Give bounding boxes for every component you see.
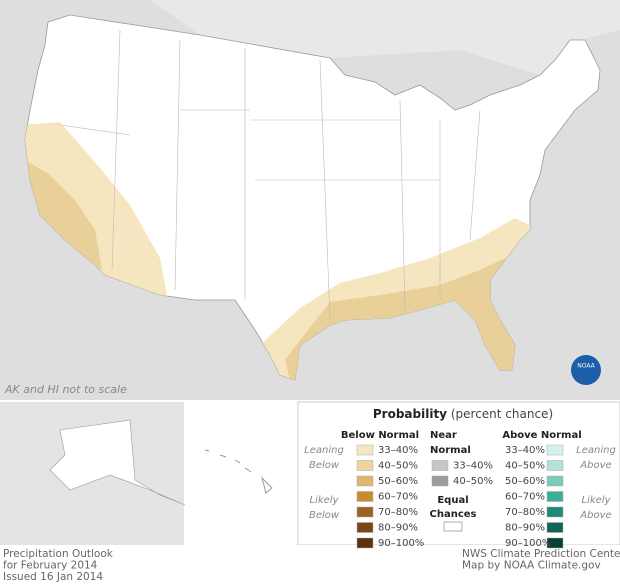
legend-heading: Probability (percent chance)	[373, 407, 553, 421]
footer-right: Map by NOAA Climate.gov	[462, 560, 601, 572]
swatch	[356, 475, 374, 487]
side-label: Likely	[582, 495, 612, 506]
swatch-label: 33–40%	[378, 445, 418, 456]
swatch	[431, 460, 449, 471]
swatch-label: 40–50%	[505, 461, 545, 472]
swatch-label: 80–90%	[378, 523, 418, 534]
swatch-label: 40–50%	[453, 476, 493, 487]
side-label: Leaning	[576, 445, 616, 456]
swatch-label: 50–60%	[378, 476, 418, 487]
below-header: Below Normal	[341, 430, 419, 441]
canada	[150, 0, 620, 75]
swatch	[431, 475, 449, 487]
legend-title: Probability	[373, 407, 447, 421]
swatch-label: 60–70%	[505, 492, 545, 503]
hawaii-box	[186, 402, 296, 545]
swatch	[546, 475, 564, 487]
swatch-label: 33–40%	[505, 445, 545, 456]
swatch-label: 80–90%	[505, 523, 545, 534]
footer-right: NWS Climate Prediction Center	[462, 548, 620, 560]
swatch-label: 40–50%	[378, 461, 418, 472]
footer-left: for February 2014	[3, 560, 98, 572]
legend-box	[297, 401, 620, 546]
alaska	[49, 419, 186, 506]
near-header: Near	[430, 430, 457, 441]
side-label: Likely	[310, 495, 340, 506]
state-lines	[59, 29, 481, 321]
swatch-label: 33–40%	[453, 461, 493, 472]
logo-text: NOAA	[577, 363, 595, 370]
swatch-label: 70–80%	[378, 507, 418, 518]
noaa-logo	[571, 355, 601, 385]
legend-subtitle: (percent chance)	[451, 407, 553, 421]
side-label: Below	[309, 460, 340, 471]
swatch	[546, 460, 564, 471]
hawaii	[204, 449, 273, 494]
swatch-label: 70–80%	[505, 507, 545, 518]
swatch	[546, 506, 564, 518]
footer-left: Precipitation Outlook	[3, 548, 114, 560]
swatch	[546, 491, 564, 502]
swatch	[356, 444, 374, 456]
footer-left: Issued 16 Jan 2014	[3, 571, 103, 583]
swatch	[356, 537, 374, 549]
footer	[0, 545, 620, 585]
swatch-label: 90–100%	[505, 538, 551, 549]
side-label: Above	[579, 460, 611, 471]
below-leaning-west	[25, 122, 168, 300]
side-label: Below	[309, 510, 340, 521]
above-header: Above Normal	[502, 430, 581, 441]
side-label: Above	[579, 510, 611, 521]
below-mid-west	[25, 160, 102, 270]
swatch	[443, 521, 463, 532]
side-label: Leaning	[304, 445, 344, 456]
swatch	[356, 491, 374, 502]
swatch	[546, 537, 564, 549]
swatch	[356, 460, 374, 471]
swatch-label: 90–100%	[378, 538, 424, 549]
near-header: Normal	[430, 445, 471, 456]
swatch	[356, 522, 374, 533]
swatch	[546, 444, 564, 456]
swatch-label: 50–60%	[505, 476, 545, 487]
equal-label: Equal	[437, 495, 468, 506]
scale-note: AK and HI not to scale	[4, 383, 127, 396]
equal-label: Chances	[430, 509, 477, 520]
swatch	[356, 506, 374, 518]
swatch-label: 60–70%	[378, 492, 418, 503]
swatch	[546, 522, 564, 533]
